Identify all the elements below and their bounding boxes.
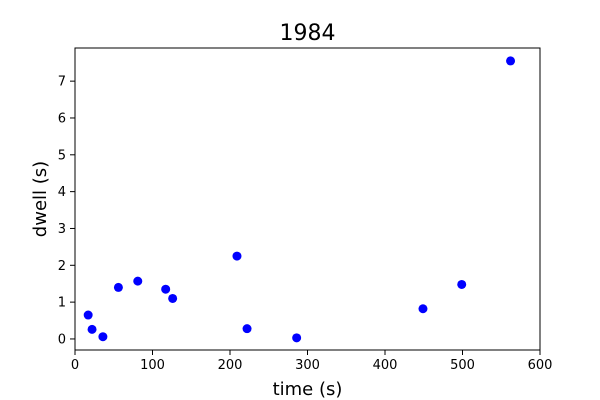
y-tick-label: 5	[58, 148, 66, 163]
y-tick-label: 1	[58, 296, 66, 311]
x-tick-label: 100	[140, 358, 165, 373]
scatter-point	[292, 333, 302, 343]
x-tick-label: 300	[295, 358, 320, 373]
scatter-point	[161, 284, 171, 294]
data-points	[83, 56, 516, 343]
x-tick-label: 600	[528, 358, 553, 373]
x-tick-label: 0	[71, 358, 79, 373]
y-tick-label: 2	[58, 259, 66, 274]
scatter-point	[168, 293, 178, 303]
chart-title: 1984	[280, 21, 336, 46]
x-tick-label: 200	[218, 358, 243, 373]
scatter-point	[232, 251, 242, 261]
plot-area: 0 100 200 300 400 500 600 0 1 2 3 4 5 6 7	[58, 47, 553, 373]
y-tick-label: 0	[58, 332, 66, 347]
scatter-point	[133, 276, 143, 286]
y-axis-label: dwell (s)	[30, 161, 51, 237]
x-tick-label: 500	[450, 358, 475, 373]
scatter-point	[506, 56, 516, 66]
y-tick-label: 6	[58, 111, 66, 126]
scatter-point	[113, 282, 123, 292]
x-axis-label: time (s)	[273, 379, 343, 400]
plot-frame	[74, 47, 541, 351]
x-axis: 0 100 200 300 400 500 600	[71, 350, 553, 373]
scatter-point	[83, 310, 93, 320]
scatter-point	[87, 324, 97, 334]
scatter-point	[457, 279, 467, 289]
y-axis: 0 1 2 3 4 5 6 7	[58, 75, 75, 347]
y-tick-label: 3	[58, 222, 66, 237]
scatter-point	[242, 324, 252, 334]
scatter-point	[98, 332, 108, 342]
y-tick-label: 4	[58, 185, 66, 200]
x-tick-label: 400	[373, 358, 398, 373]
y-tick-label: 7	[58, 75, 66, 90]
scatter-point	[418, 304, 428, 314]
